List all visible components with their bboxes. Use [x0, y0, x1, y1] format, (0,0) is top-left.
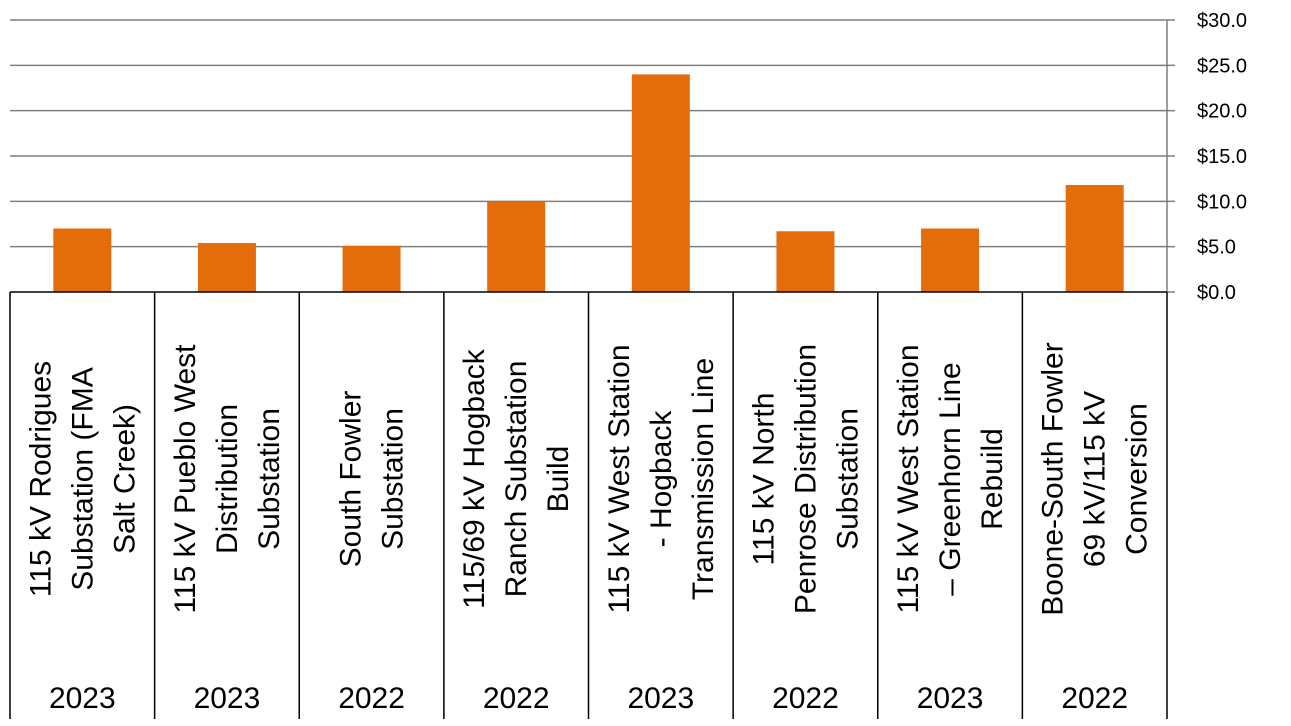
category-label: - Hogback [645, 410, 678, 548]
category-label: Rebuild [976, 428, 1009, 530]
year-label: 2023 [627, 682, 694, 715]
category-label: 115 kV Pueblo West [169, 344, 202, 614]
year-label: 2022 [483, 682, 550, 715]
y-tick-label: $0.0 [1197, 282, 1236, 304]
year-label: 2023 [49, 682, 116, 715]
category-label: Penrose Distribution [789, 344, 822, 614]
category-label: Build [542, 446, 575, 513]
year-label: 2023 [917, 682, 984, 715]
y-tick-label: $20.0 [1197, 101, 1247, 123]
category-label: 115 kV North [747, 393, 780, 566]
category-label: Substation (FMA [66, 367, 99, 590]
category-label: Transmission Line [687, 358, 720, 600]
category-label: Distribution [211, 404, 244, 554]
y-tick-label: $5.0 [1197, 237, 1236, 259]
category-label: Substation [831, 408, 864, 550]
category-label: South Fowler [335, 391, 368, 568]
category-label: 115 kV Rodrigues [24, 361, 57, 597]
bar [342, 245, 401, 292]
year-label: 2022 [338, 682, 405, 715]
bar [487, 201, 546, 292]
bar [631, 74, 690, 293]
y-tick-label: $10.0 [1197, 191, 1247, 213]
category-label: Substation [377, 408, 410, 550]
category-label: – Greenhorn Line [934, 362, 967, 596]
category-label: 115 kV West Station [892, 344, 925, 613]
bar [1065, 185, 1124, 292]
year-label: 2022 [1061, 682, 1128, 715]
y-tick-label: $30.0 [1197, 10, 1247, 32]
y-tick-label: $15.0 [1197, 146, 1247, 168]
category-label: Boone-South Fowler [1037, 342, 1070, 616]
year-label: 2022 [772, 682, 839, 715]
bar [776, 231, 835, 292]
bar [53, 228, 112, 292]
category-label: Salt Creek) [108, 404, 141, 554]
category-label: Conversion [1121, 403, 1154, 555]
category-label: 115 kV West Station [603, 344, 636, 613]
bar [921, 228, 980, 292]
category-label: Substation [253, 408, 286, 550]
year-label: 2023 [194, 682, 261, 715]
category-label: 115/69 kV Hogback [458, 348, 491, 609]
bar [197, 243, 256, 292]
category-label: Ranch Substation [500, 361, 533, 598]
y-tick-label: $25.0 [1197, 55, 1247, 77]
category-label: 69 kV/115 kV [1079, 391, 1112, 567]
